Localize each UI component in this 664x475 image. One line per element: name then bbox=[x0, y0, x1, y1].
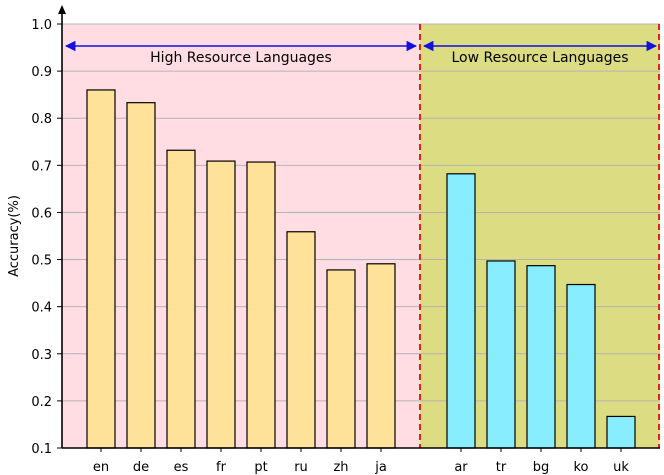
y-tick-label: 0.4 bbox=[31, 301, 52, 316]
region-background-high bbox=[62, 24, 420, 448]
bar-tr bbox=[486, 260, 516, 449]
x-tick-label: uk bbox=[613, 460, 629, 475]
y-axis-title: Accuracy(%) bbox=[7, 195, 22, 277]
y-tick-label: 0.2 bbox=[31, 395, 52, 410]
x-tick-label: pt bbox=[254, 460, 267, 475]
bar-uk bbox=[606, 415, 636, 449]
y-tick-label: 0.3 bbox=[31, 348, 52, 363]
y-tick-label: 1.0 bbox=[31, 18, 52, 33]
bar-bg bbox=[526, 265, 556, 449]
x-tick-label: ko bbox=[573, 460, 588, 475]
bar-en bbox=[86, 89, 116, 449]
y-tick-label: 0.9 bbox=[31, 65, 52, 80]
bar-fr bbox=[206, 160, 236, 449]
bar-ar bbox=[446, 173, 476, 449]
y-tick-label: 0.1 bbox=[31, 442, 52, 457]
y-tick-label: 0.7 bbox=[31, 159, 52, 174]
x-tick-label: bg bbox=[533, 460, 550, 475]
region-label-high: High Resource Languages bbox=[150, 50, 332, 66]
bar-de bbox=[126, 102, 156, 449]
y-tick-label: 0.6 bbox=[31, 206, 52, 221]
y-tick-label: 0.8 bbox=[31, 112, 52, 127]
bar-ja bbox=[366, 263, 396, 449]
bar-ru bbox=[286, 231, 316, 449]
bar-zh bbox=[326, 269, 356, 449]
x-tick-label: en bbox=[93, 460, 109, 475]
x-tick-label: ja bbox=[374, 460, 387, 475]
x-tick-label: de bbox=[133, 460, 149, 475]
bar-ko bbox=[566, 283, 596, 449]
x-tick-label: zh bbox=[333, 460, 348, 475]
bar-es bbox=[166, 149, 196, 449]
y-axis-arrowhead bbox=[58, 5, 66, 14]
x-tick-label: ar bbox=[454, 460, 468, 475]
region-label-low: Low Resource Languages bbox=[451, 50, 628, 66]
bar-pt bbox=[246, 161, 276, 449]
x-tick-label: ru bbox=[294, 460, 308, 475]
x-tick-label: tr bbox=[496, 460, 507, 475]
y-tick-label: 0.5 bbox=[31, 254, 52, 269]
x-tick-label: es bbox=[174, 460, 189, 475]
x-tick-label: fr bbox=[216, 460, 227, 475]
